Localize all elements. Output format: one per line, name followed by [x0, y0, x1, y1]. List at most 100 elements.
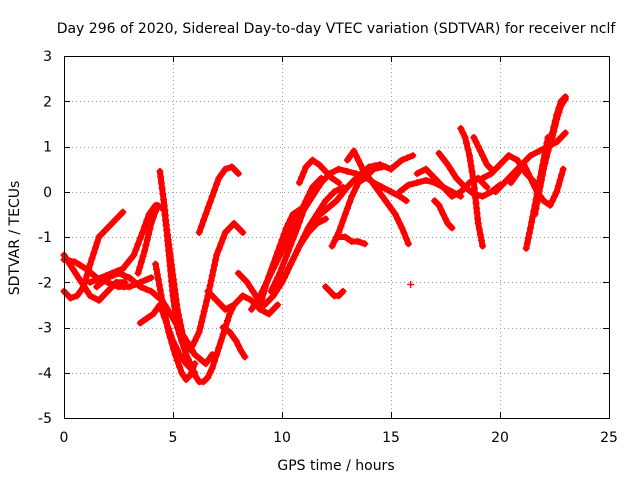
- data-point-marker: [293, 247, 301, 255]
- data-point-marker: [269, 260, 277, 268]
- data-point-marker: [132, 245, 140, 253]
- data-point-marker: [523, 239, 531, 247]
- data-point-marker: [522, 244, 530, 252]
- data-point-marker: [271, 254, 279, 262]
- data-point-marker: [234, 342, 242, 350]
- data-point-marker: [210, 186, 218, 194]
- data-point-marker: [447, 165, 455, 173]
- data-point-marker: [435, 179, 443, 187]
- data-point-marker: [404, 240, 412, 248]
- data-point-marker: [439, 210, 447, 218]
- data-point-marker: [548, 197, 556, 205]
- data-point-marker: [247, 305, 255, 313]
- data-point-marker: [209, 266, 217, 274]
- data-point-marker: [372, 183, 380, 191]
- data-point-marker: [343, 183, 351, 191]
- data-point-marker: [146, 225, 154, 233]
- data-point-marker: [337, 222, 345, 230]
- data-point-marker: [191, 371, 199, 379]
- data-point-marker: [237, 346, 245, 354]
- data-point-marker: [496, 183, 504, 191]
- data-point-marker: [322, 215, 330, 223]
- data-point-marker: [407, 281, 415, 289]
- data-point-marker: [330, 238, 338, 246]
- data-point-marker: [204, 204, 212, 212]
- data-point-marker: [234, 170, 242, 178]
- data-point-marker: [333, 197, 340, 205]
- data-point-marker: [234, 269, 242, 277]
- data-point-marker: [112, 215, 120, 223]
- data-point-marker: [86, 260, 94, 268]
- data-point-marker: [171, 308, 179, 316]
- data-point-marker: [186, 346, 194, 354]
- data-point-marker: [153, 305, 161, 313]
- data-point-marker: [142, 241, 150, 249]
- data-point-marker: [442, 215, 449, 223]
- data-point-marker: [537, 176, 545, 184]
- data-point-marker: [326, 192, 334, 200]
- data-point-marker: [232, 337, 240, 345]
- data-point-marker: [449, 170, 457, 178]
- data-point-marker: [263, 278, 271, 286]
- data-point-marker: [548, 133, 556, 141]
- data-point-marker: [217, 337, 225, 345]
- y-tick-label: -2: [38, 275, 52, 291]
- data-point-marker: [217, 301, 225, 309]
- data-point-marker: [221, 165, 229, 173]
- data-point-marker: [336, 192, 344, 200]
- data-point-marker: [539, 171, 547, 179]
- data-point-marker: [189, 342, 197, 350]
- data-point-marker: [180, 344, 188, 352]
- data-point-marker: [276, 269, 284, 277]
- data-point-marker: [295, 179, 303, 187]
- data-point-marker: [475, 225, 483, 233]
- data-point-marker: [468, 168, 476, 176]
- data-point-marker: [335, 292, 343, 300]
- data-point-marker: [339, 287, 347, 295]
- data-point-marker: [141, 247, 149, 255]
- data-point-marker: [176, 363, 184, 371]
- data-point-marker: [304, 224, 312, 232]
- data-point-marker: [136, 234, 144, 242]
- data-point-marker: [322, 197, 330, 205]
- data-point-marker: [73, 292, 81, 300]
- data-point-marker: [142, 276, 150, 284]
- data-point-marker: [215, 245, 223, 253]
- data-point-marker: [291, 230, 299, 238]
- data-point-marker: [125, 283, 133, 291]
- data-point-marker: [555, 109, 563, 117]
- data-point-marker: [289, 235, 297, 243]
- data-point-marker: [532, 205, 540, 213]
- data-point-marker: [160, 196, 168, 204]
- data-point-marker: [136, 283, 144, 291]
- data-point-marker: [170, 345, 178, 353]
- x-tick-label: 15: [382, 430, 400, 446]
- data-point-marker: [104, 224, 112, 232]
- data-point-marker: [108, 219, 116, 227]
- plot-data: [60, 93, 569, 386]
- data-point-marker: [164, 323, 172, 331]
- data-point-marker: [472, 138, 480, 146]
- data-point-marker: [182, 376, 190, 384]
- data-point-marker: [550, 127, 558, 135]
- data-point-marker: [359, 165, 367, 173]
- data-point-marker: [274, 274, 282, 282]
- data-point-marker: [354, 238, 362, 246]
- data-point-marker: [274, 248, 282, 256]
- data-point-marker: [396, 188, 404, 196]
- data-point-marker: [219, 330, 227, 338]
- data-point-marker: [196, 355, 204, 363]
- data-point-marker: [173, 324, 181, 331]
- data-point-marker: [540, 165, 548, 173]
- data-point-marker: [505, 152, 513, 160]
- data-point-marker: [193, 333, 201, 341]
- data-point-marker: [126, 256, 134, 264]
- data-point-marker: [125, 274, 133, 282]
- data-point-marker: [224, 317, 231, 325]
- series-track-12: [204, 287, 282, 318]
- data-point-marker: [282, 252, 290, 260]
- data-point-marker: [199, 313, 207, 321]
- data-point-marker: [104, 274, 112, 282]
- data-point-marker: [234, 296, 242, 304]
